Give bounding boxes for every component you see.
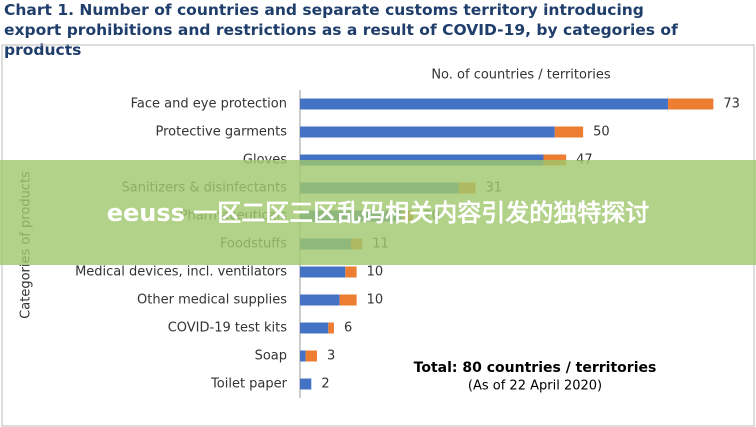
- total-label: 3: [327, 349, 335, 364]
- bar: [328, 322, 334, 334]
- bar: [300, 126, 555, 138]
- bar: [305, 350, 317, 362]
- total-label: 10: [367, 265, 384, 280]
- total-label: 50: [593, 125, 610, 140]
- bar: [300, 266, 346, 278]
- total-label: 73: [723, 97, 740, 112]
- total-label: 6: [344, 321, 352, 336]
- y-tick-label: Protective garments: [155, 125, 287, 140]
- annotation: Total: 80 countries / territories: [414, 360, 657, 376]
- bar: [300, 294, 340, 306]
- y-tick-label: Toilet paper: [210, 377, 288, 392]
- bar: [300, 98, 669, 110]
- y-tick-label: Other medical supplies: [137, 293, 287, 308]
- banner-text: eeuss 一区二区三区乱码相关内容引发的独特探讨: [106, 198, 650, 227]
- total-label: 10: [367, 293, 384, 308]
- bar: [339, 294, 357, 306]
- y-tick-label: Soap: [255, 349, 287, 364]
- bar: [668, 98, 714, 110]
- bar: [554, 126, 584, 138]
- y-tick-label: Face and eye protection: [131, 97, 287, 112]
- y-tick-label: COVID-19 test kits: [168, 321, 288, 336]
- banner: eeuss 一区二区三区乱码相关内容引发的独特探讨: [0, 160, 756, 265]
- total-label: 2: [321, 377, 329, 392]
- bar: [300, 378, 312, 390]
- x-axis-label: No. of countries / territories: [431, 68, 611, 83]
- bar: [300, 350, 306, 362]
- y-tick-label: Medical devices, incl. ventilators: [75, 265, 287, 280]
- annotation: (As of 22 April 2020): [468, 379, 602, 394]
- chart-title: Chart 1. Number of countries and separat…: [4, 1, 678, 59]
- bar: [345, 266, 357, 278]
- bar: [300, 322, 329, 334]
